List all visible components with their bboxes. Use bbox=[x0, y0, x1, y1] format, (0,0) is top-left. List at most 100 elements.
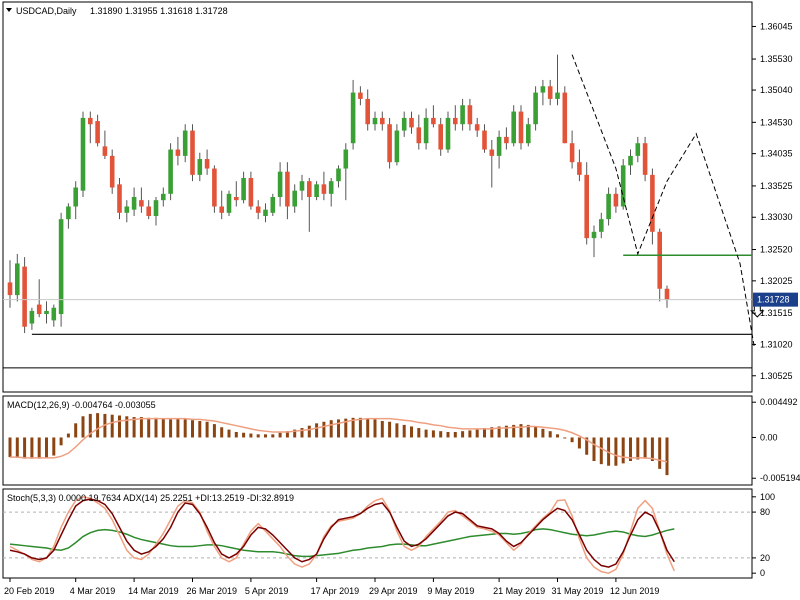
macd-histogram-bar bbox=[570, 437, 574, 443]
candle-body bbox=[635, 143, 641, 156]
macd-histogram-bar bbox=[161, 418, 165, 438]
macd-histogram-bar bbox=[45, 437, 48, 458]
candle-body bbox=[394, 130, 400, 163]
candle-body bbox=[584, 174, 589, 239]
date-tick-label: 20 Feb 2019 bbox=[4, 586, 55, 596]
macd-histogram-bar bbox=[154, 417, 158, 438]
macd-histogram-bar bbox=[59, 437, 63, 446]
candle-body bbox=[474, 124, 480, 131]
macd-histogram-bar bbox=[139, 417, 143, 438]
date-tick-label: 12 Jun 2019 bbox=[610, 586, 660, 596]
macd-histogram-bar bbox=[52, 437, 56, 456]
candle-body bbox=[380, 117, 385, 125]
candle-body bbox=[168, 149, 173, 194]
candle-body bbox=[650, 174, 655, 232]
macd-histogram-bar bbox=[395, 423, 399, 438]
candle-body bbox=[365, 98, 370, 125]
macd-histogram-bar bbox=[110, 414, 114, 438]
macd-histogram-bar bbox=[205, 421, 209, 438]
candle-body bbox=[336, 168, 341, 182]
candle-body bbox=[657, 231, 662, 289]
macd-histogram-bar bbox=[519, 424, 523, 438]
date-tick-label: 31 May 2019 bbox=[552, 586, 604, 596]
candle-body bbox=[467, 105, 473, 125]
macd-histogram-bar bbox=[169, 419, 173, 438]
macd-histogram-bar bbox=[293, 429, 297, 438]
candle-body bbox=[438, 124, 443, 150]
price-tick-label: 1.32025 bbox=[760, 276, 793, 286]
macd-histogram-bar bbox=[424, 429, 428, 438]
pattern-projection-line[interactable] bbox=[571, 54, 756, 349]
stoch-panel[interactable]: 100 80 20 0 Stoch(5,3,3) 0.0000 19.7634 ADX… bbox=[2, 488, 775, 579]
current-price-box bbox=[753, 292, 798, 307]
macd-histogram-bar bbox=[23, 437, 27, 459]
macd-panel[interactable]: 0.004492 0.00 -0.005194 MACD(12,26,9) -0.0… bbox=[2, 395, 800, 486]
candle-body bbox=[182, 130, 188, 156]
candle-body bbox=[124, 206, 130, 213]
candle-body bbox=[445, 117, 451, 150]
symbol-label: USDCAD,Daily bbox=[16, 6, 77, 16]
stoch-tick-label: 0 bbox=[760, 568, 765, 578]
candle-body bbox=[387, 124, 392, 163]
macd-histogram-bar bbox=[577, 437, 581, 449]
macd-histogram-bar bbox=[621, 437, 625, 464]
date-tick-label: 21 May 2019 bbox=[493, 586, 545, 596]
candle-body bbox=[22, 266, 27, 327]
candle-body bbox=[526, 124, 531, 144]
macd-histogram-bar bbox=[227, 429, 231, 438]
candle-body bbox=[328, 181, 334, 194]
candle-body bbox=[489, 149, 495, 156]
date-tick-label: 29 Apr 2019 bbox=[369, 586, 418, 596]
macd-histogram-bar bbox=[285, 431, 289, 438]
macd-histogram-bar bbox=[643, 437, 647, 459]
candle-body bbox=[569, 143, 575, 163]
candle-body bbox=[343, 149, 349, 169]
current-price-label: 1.31728 bbox=[757, 295, 790, 305]
candle-body bbox=[620, 165, 626, 207]
macd-tick-label: -0.005194 bbox=[760, 473, 800, 483]
candle-body bbox=[533, 92, 538, 125]
macd-histogram-bar bbox=[563, 437, 567, 439]
stoch-tick-label: 20 bbox=[760, 553, 770, 563]
candle-body bbox=[153, 200, 159, 216]
candle-body bbox=[577, 162, 582, 175]
candle-body bbox=[219, 206, 224, 213]
macd-histogram-bar bbox=[358, 417, 362, 438]
candle-body bbox=[175, 149, 181, 156]
candle-body bbox=[36, 304, 42, 315]
candle-body bbox=[401, 117, 407, 131]
macd-histogram-bar bbox=[526, 424, 530, 438]
candle-body bbox=[109, 155, 115, 188]
date-tick-label: 26 Mar 2019 bbox=[187, 586, 238, 596]
macd-histogram-bar bbox=[81, 416, 85, 438]
macd-tick-label: 0.004492 bbox=[760, 397, 798, 407]
dropdown-triangle-icon[interactable] bbox=[6, 8, 12, 12]
macd-histogram-bar bbox=[453, 431, 457, 438]
macd-histogram-bar bbox=[337, 419, 340, 438]
price-panel[interactable]: 1.31728 1.36045 1.35530 1.35040 1.34530 1.34… bbox=[2, 1, 798, 393]
candle-body bbox=[482, 130, 487, 150]
candle-body bbox=[102, 146, 108, 156]
macd-histogram-bar bbox=[344, 418, 348, 438]
candle-body bbox=[453, 117, 458, 125]
candle-body bbox=[547, 86, 553, 99]
candle-body bbox=[7, 282, 13, 296]
macd-signal-line bbox=[10, 417, 668, 463]
candle-body bbox=[190, 130, 195, 175]
date-axis: 20 Feb 2019 4 Mar 2019 14 Mar 2019 26 Mar 2… bbox=[4, 578, 659, 596]
macd-histogram-bar bbox=[592, 437, 596, 462]
macd-histogram-bar bbox=[118, 415, 121, 438]
candle-body bbox=[358, 92, 363, 99]
candle-body bbox=[518, 111, 524, 144]
price-tick-label: 1.30525 bbox=[760, 371, 793, 381]
candle-body bbox=[431, 117, 436, 125]
macd-histogram-bar bbox=[30, 437, 34, 459]
date-tick-label: 9 May 2019 bbox=[427, 586, 474, 596]
macd-histogram-bar bbox=[366, 418, 370, 438]
macd-histogram-bar bbox=[271, 434, 275, 438]
macd-histogram-bar bbox=[431, 430, 435, 438]
chart-header: USDCAD,Daily 1.31890 1.31955 1.31618 1.3… bbox=[6, 6, 228, 16]
candle-body bbox=[270, 197, 276, 213]
candle-body bbox=[540, 86, 546, 93]
